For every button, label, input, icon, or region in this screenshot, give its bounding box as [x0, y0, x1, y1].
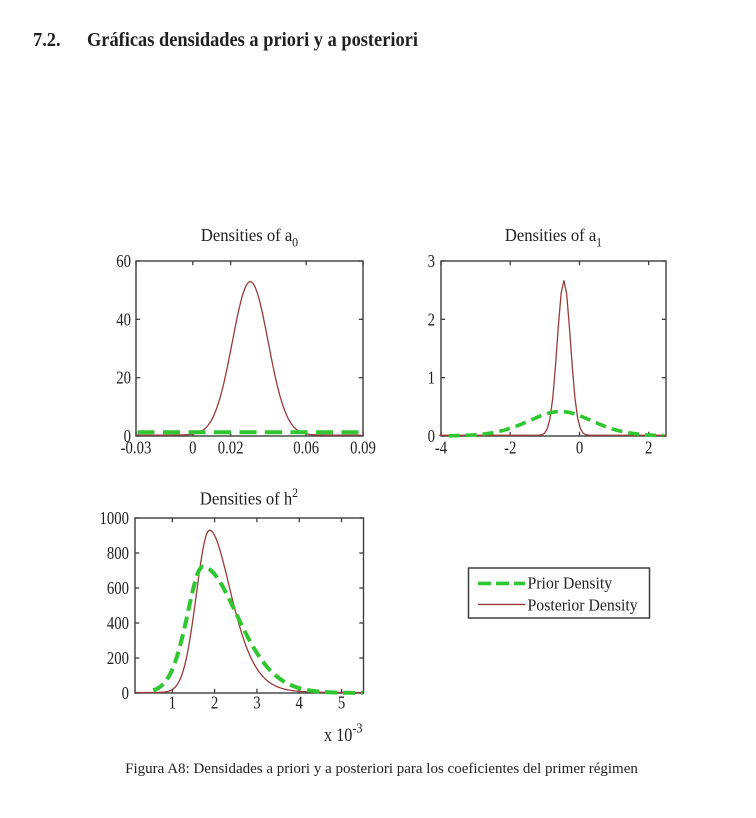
svg-text:Prior Density: Prior Density — [528, 573, 613, 593]
svg-text:4: 4 — [296, 692, 303, 713]
svg-text:5: 5 — [338, 692, 345, 713]
svg-text:800: 800 — [107, 543, 129, 564]
svg-text:Densities of h2: Densities of h2 — [200, 486, 298, 509]
svg-text:200: 200 — [107, 648, 129, 669]
svg-text:Densities of a1: Densities of a1 — [505, 226, 602, 250]
svg-text:2: 2 — [211, 692, 218, 713]
svg-text:20: 20 — [116, 367, 131, 388]
svg-text:-0.03: -0.03 — [121, 437, 152, 458]
svg-text:40: 40 — [116, 309, 131, 330]
svg-text:3: 3 — [428, 251, 435, 272]
svg-text:1: 1 — [169, 692, 176, 713]
svg-text:0: 0 — [122, 683, 129, 704]
svg-text:0: 0 — [428, 426, 435, 447]
svg-text:0: 0 — [124, 426, 131, 447]
svg-text:x 10-3: x 10-3 — [324, 720, 363, 745]
svg-text:Gráficas densidades a priori y: Gráficas densidades a priori y a posteri… — [87, 29, 419, 51]
svg-text:-4: -4 — [435, 437, 447, 458]
svg-text:0.09: 0.09 — [350, 437, 376, 458]
svg-text:0.02: 0.02 — [218, 437, 244, 458]
svg-text:Figura A8: Densidades a priori: Figura A8: Densidades a priori y a poste… — [125, 761, 638, 777]
svg-text:0.06: 0.06 — [293, 437, 319, 458]
svg-text:0: 0 — [576, 437, 583, 458]
svg-text:60: 60 — [116, 251, 131, 272]
svg-text:0: 0 — [189, 437, 196, 458]
svg-text:2: 2 — [428, 309, 435, 330]
svg-text:3: 3 — [253, 692, 260, 713]
svg-text:2: 2 — [645, 437, 652, 458]
svg-text:1: 1 — [428, 367, 435, 388]
svg-text:-2: -2 — [504, 437, 516, 458]
svg-text:1000: 1000 — [100, 508, 129, 529]
svg-text:Posterior Density: Posterior Density — [528, 595, 639, 615]
svg-text:7.2.: 7.2. — [33, 29, 61, 51]
svg-text:400: 400 — [107, 613, 129, 634]
svg-text:600: 600 — [107, 578, 129, 599]
svg-text:Densities of a0: Densities of a0 — [201, 226, 298, 250]
